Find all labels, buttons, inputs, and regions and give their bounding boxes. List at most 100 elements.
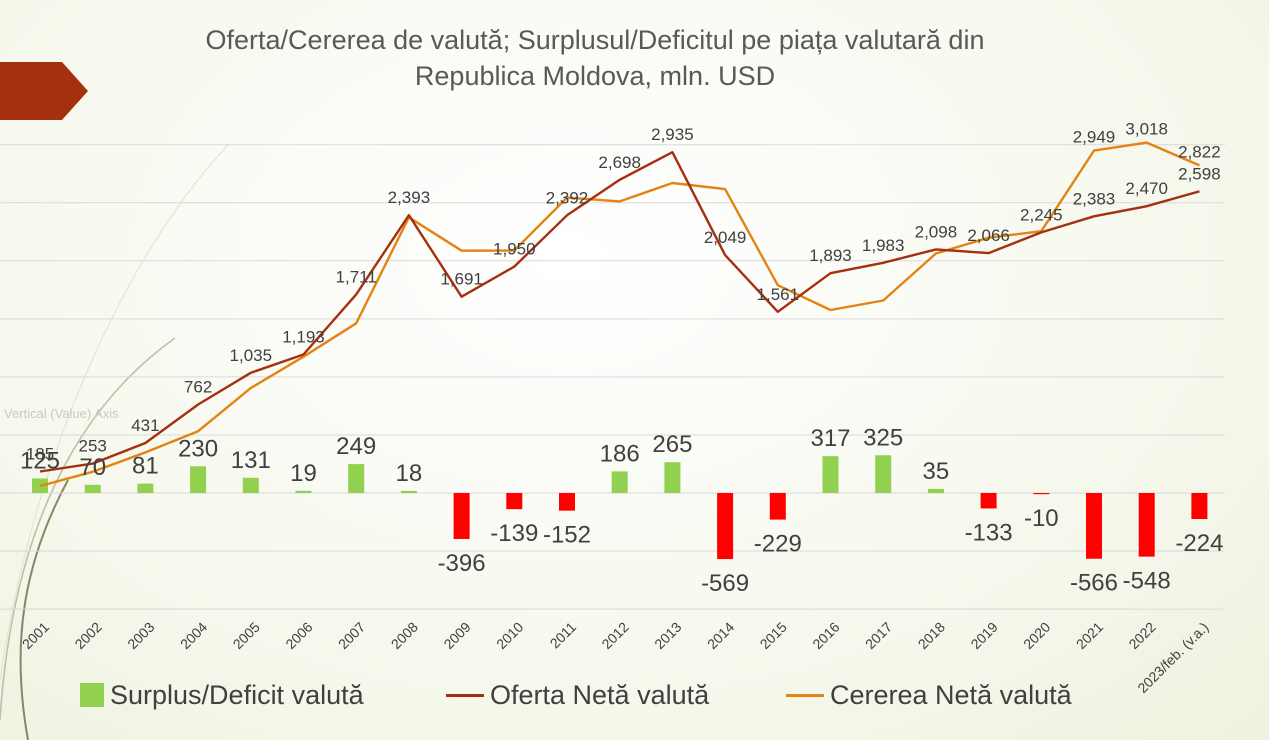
legend-label-oferta: Oferta Netă valută bbox=[490, 679, 710, 710]
decorative-swirl bbox=[19, 479, 69, 740]
oferta-data-label: 2,245 bbox=[1020, 205, 1063, 224]
x-tick-label: 2016 bbox=[809, 619, 842, 652]
bar-data-label: -224 bbox=[1175, 530, 1223, 557]
oferta-data-label: 253 bbox=[79, 437, 107, 456]
bar-data-label: -10 bbox=[1024, 505, 1059, 532]
legend-swatch-oferta bbox=[446, 693, 484, 697]
legend-label-cererea: Cererea Netă valută bbox=[830, 679, 1072, 710]
bar-data-label: -139 bbox=[490, 520, 538, 547]
x-tick-label: 2022 bbox=[1125, 619, 1158, 652]
legend-swatch-cererea bbox=[786, 693, 824, 697]
oferta-data-label: 2,598 bbox=[1178, 164, 1221, 183]
bar-2022 bbox=[1138, 493, 1155, 557]
oferta-data-label: 185 bbox=[26, 445, 54, 464]
decorative-swirl bbox=[0, 337, 176, 721]
bar-2007 bbox=[348, 464, 365, 493]
bar-2023/feb. (v.a.) bbox=[1191, 493, 1208, 520]
oferta-data-label: 1,561 bbox=[757, 285, 800, 304]
x-tick-label: 2006 bbox=[282, 619, 315, 652]
x-tick-label: 2021 bbox=[1073, 619, 1106, 652]
oferta-data-label: 1,893 bbox=[809, 246, 852, 265]
bar-data-label: 125 bbox=[20, 447, 60, 474]
bar-data-label: 249 bbox=[336, 433, 376, 460]
bar-2011 bbox=[559, 493, 575, 511]
oferta-data-label: 2,392 bbox=[546, 188, 589, 207]
x-tick-label: 2012 bbox=[598, 619, 631, 652]
chart-title-line-2: Republica Moldova, mln. USD bbox=[414, 61, 776, 91]
bar-2018 bbox=[927, 488, 944, 493]
x-tick-label: 2005 bbox=[230, 619, 263, 652]
bar-2012 bbox=[611, 471, 628, 493]
chart-title-line-1: Oferta/Cererea de valută; Surplusul/Defi… bbox=[205, 25, 985, 55]
bar-data-label: 131 bbox=[231, 447, 271, 474]
line-cererea bbox=[39, 141, 1200, 488]
bar-data-label: 70 bbox=[79, 454, 106, 481]
bar-2017 bbox=[875, 455, 892, 493]
x-tick-label: 2003 bbox=[124, 619, 157, 652]
oferta-data-label: 1,711 bbox=[336, 267, 377, 286]
x-tick-label: 2017 bbox=[862, 619, 895, 652]
bar-data-label: 19 bbox=[290, 460, 317, 487]
bar-2015 bbox=[769, 493, 786, 520]
bar-data-label: 18 bbox=[396, 460, 423, 487]
decorative-arrow-icon bbox=[0, 62, 88, 120]
bar-2002 bbox=[84, 484, 101, 493]
legend-item-surplus: Surplus/Deficit valută bbox=[80, 675, 364, 715]
bar-data-label: 35 bbox=[923, 458, 950, 485]
bar-data-label: -548 bbox=[1123, 568, 1171, 595]
x-tick-label: 2018 bbox=[915, 619, 948, 652]
legend-swatch-surplus bbox=[80, 683, 104, 707]
bar-2016 bbox=[822, 456, 839, 493]
bar-2008 bbox=[400, 490, 417, 493]
oferta-data-label: 2,698 bbox=[598, 153, 641, 172]
x-tick-label: 2019 bbox=[967, 619, 1000, 652]
bar-data-label: -566 bbox=[1070, 570, 1118, 597]
oferta-data-label: 2,066 bbox=[967, 226, 1010, 245]
oferta-data-label: 1,983 bbox=[862, 236, 905, 255]
bar-data-label: 230 bbox=[178, 435, 218, 462]
cererea-data-label: 2,822 bbox=[1178, 142, 1221, 161]
oferta-data-label: 2,470 bbox=[1125, 179, 1168, 198]
x-tick-label: 2015 bbox=[757, 619, 790, 652]
oferta-data-label: 2,393 bbox=[388, 188, 431, 207]
bar-data-label: -152 bbox=[543, 522, 591, 549]
bar-data-label: 317 bbox=[810, 425, 850, 452]
x-tick-label: 2013 bbox=[651, 619, 684, 652]
bar-2005 bbox=[242, 477, 259, 493]
x-tick-label: 2014 bbox=[704, 619, 737, 652]
oferta-data-label: 1,950 bbox=[493, 240, 536, 259]
x-tick-label: 2001 bbox=[19, 619, 52, 652]
x-tick-label: 2011 bbox=[547, 619, 580, 652]
bar-data-label: -229 bbox=[754, 531, 802, 558]
x-tick-label: 2007 bbox=[335, 619, 368, 652]
oferta-data-label: 762 bbox=[184, 378, 212, 397]
bar-data-label: -396 bbox=[438, 550, 486, 577]
oferta-data-label: 431 bbox=[131, 416, 159, 435]
oferta-data-label: 2,383 bbox=[1073, 189, 1116, 208]
oferta-data-label: 1,193 bbox=[282, 327, 325, 346]
bar-data-label: 265 bbox=[652, 431, 692, 458]
bar-2021 bbox=[1086, 493, 1102, 559]
legend-label-surplus: Surplus/Deficit valută bbox=[110, 679, 364, 710]
cererea-data-label: 3,018 bbox=[1125, 120, 1168, 139]
bar-2020 bbox=[1033, 493, 1050, 495]
bar-data-label: -133 bbox=[965, 519, 1013, 546]
chart-title: Oferta/Cererea de valută; Surplusul/Defi… bbox=[90, 22, 1100, 94]
bar-2019 bbox=[980, 493, 997, 509]
legend-item-oferta: Oferta Netă valută bbox=[446, 675, 709, 715]
cererea-data-label: 2,949 bbox=[1073, 128, 1116, 147]
bar-2009 bbox=[453, 493, 470, 539]
bar-2003 bbox=[137, 483, 154, 493]
bar-2014 bbox=[717, 493, 734, 560]
oferta-data-label: 1,035 bbox=[230, 346, 273, 365]
legend-item-cererea: Cererea Netă valută bbox=[786, 675, 1072, 715]
oferta-data-label: 2,098 bbox=[915, 222, 958, 241]
bar-data-label: -569 bbox=[701, 570, 749, 597]
x-tick-label: 2002 bbox=[71, 619, 104, 652]
ghost-axis-label: Vertical (Value) Axis bbox=[4, 406, 119, 421]
bar-2004 bbox=[190, 466, 207, 493]
bar-data-label: 81 bbox=[132, 453, 159, 480]
oferta-data-label: 1,691 bbox=[440, 270, 483, 289]
x-tick-label: 2020 bbox=[1020, 619, 1053, 652]
oferta-data-label: 2,049 bbox=[704, 228, 747, 247]
